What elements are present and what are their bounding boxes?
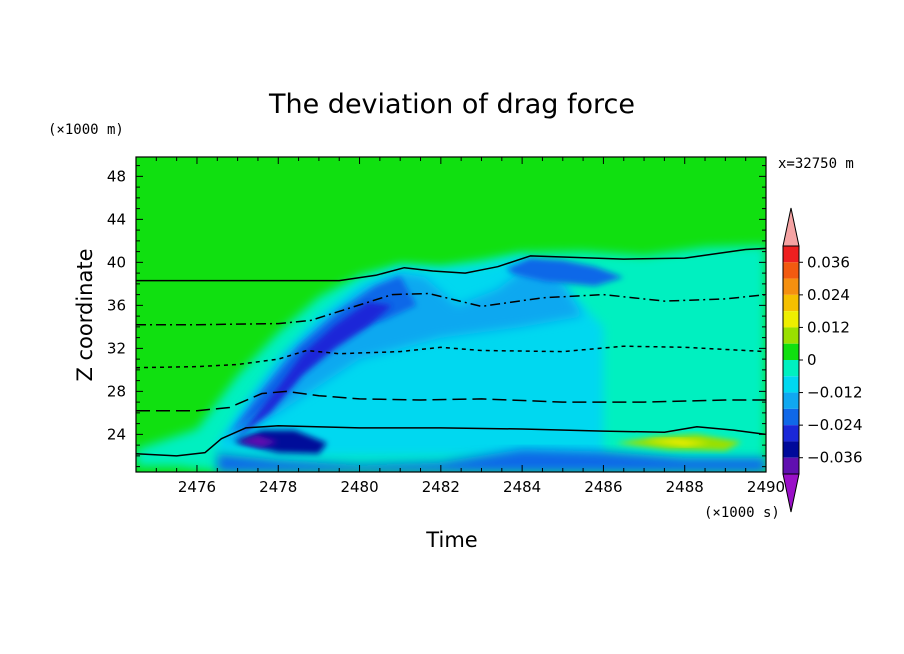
field-yellow-patch	[644, 438, 710, 447]
contour-line-1	[136, 425, 766, 457]
y-axis: 24 28 32 36 40 44 48	[107, 165, 766, 468]
colorbar-label: −0.036	[807, 449, 863, 467]
colorbar-segment	[783, 408, 799, 426]
contour-lines	[136, 247, 766, 457]
annotation-x-position: x=32750 m	[778, 156, 854, 172]
x-tick-label: 2478	[259, 478, 297, 496]
colorbar-segment	[783, 294, 799, 312]
x-tick-label: 2488	[666, 478, 704, 496]
colorbar-label: 0.036	[807, 253, 850, 271]
colorbar-segment	[783, 343, 799, 360]
field-dark-blue-core	[233, 302, 393, 441]
y-tick-label: 40	[107, 253, 126, 271]
x-axis-label: Time	[425, 528, 477, 552]
contour-line-4	[136, 292, 766, 326]
contour-line-2	[136, 390, 766, 412]
x-tick-label: 2480	[340, 478, 378, 496]
y-tick-label: 28	[107, 382, 126, 400]
colorbar-upper-arrow	[782, 207, 800, 247]
colorbar-segment	[783, 327, 799, 344]
colorbar-segment	[783, 457, 799, 474]
colorbar-lower-arrow	[782, 473, 800, 513]
colorbar-label: 0.012	[807, 318, 850, 336]
chart-title: The deviation of drag force	[268, 89, 635, 120]
field-lower-band-blue	[217, 449, 766, 472]
colorbar: 0.036 0.024 0.012 0 −0.012 −0.024 −0.036	[782, 207, 863, 513]
colorbar-segment	[783, 425, 799, 442]
x-tick-label: 2486	[584, 478, 622, 496]
colorbar-label: 0	[807, 351, 817, 369]
colorbar-segment	[783, 246, 799, 263]
colorbar-segment	[783, 441, 799, 458]
x-axis: 2476 2478 2480 2482 2484 2486 2488 2490	[155, 157, 785, 496]
deviation-field	[136, 157, 766, 472]
x-tick-label: 2482	[422, 478, 460, 496]
y-tick-label: 24	[107, 425, 126, 443]
y-tick-label: 36	[107, 296, 126, 314]
plot-frame	[135, 156, 767, 473]
y-tick-label: 48	[107, 167, 126, 185]
x-tick-label: 2476	[178, 478, 216, 496]
colorbar-label: −0.024	[807, 416, 863, 434]
colorbar-segment	[783, 278, 799, 295]
contour-line-5	[136, 247, 766, 282]
colorbar-segment	[783, 376, 799, 393]
x-tick-label: 2484	[503, 478, 541, 496]
field-blue-upper-right	[505, 258, 624, 286]
x-tick-label: 2490	[747, 478, 785, 496]
y-tick-label: 32	[107, 339, 126, 357]
colorbar-label: −0.012	[807, 384, 863, 402]
colorbar-segment	[783, 360, 799, 377]
y-axis-label: Z coordinate	[73, 248, 97, 381]
y-axis-unit: (×1000 m)	[48, 122, 124, 138]
colorbar-segment	[783, 311, 799, 328]
x-axis-unit: (×1000 s)	[704, 505, 780, 521]
colorbar-label: 0.024	[807, 286, 850, 304]
field-purple-patch	[237, 435, 279, 448]
colorbar-segment	[783, 392, 799, 409]
contour-line-3	[136, 345, 766, 369]
colorbar-segment	[783, 262, 799, 279]
field-mid-blue-region	[221, 264, 584, 446]
y-tick-label: 44	[107, 210, 126, 228]
